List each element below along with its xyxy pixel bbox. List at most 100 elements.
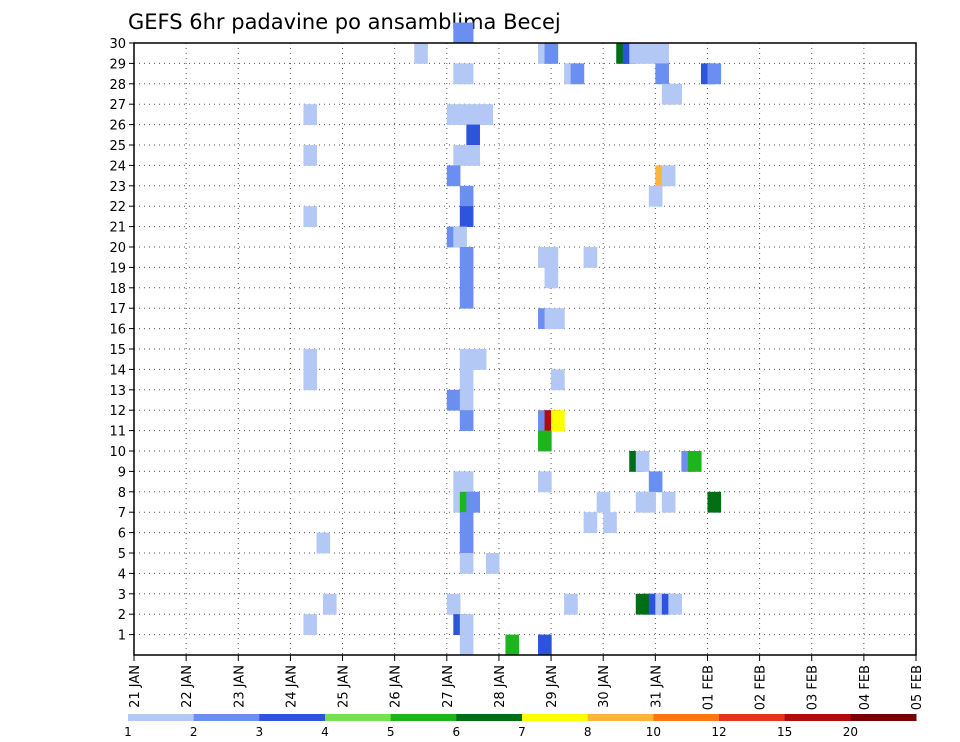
- y-tick-label: 4: [118, 567, 126, 582]
- heatmap-cell: [661, 491, 676, 513]
- heatmap-cell: [655, 43, 669, 64]
- heatmap-cell: [661, 165, 676, 187]
- y-tick-label: 6: [118, 527, 126, 542]
- y-tick-label: 25: [109, 139, 126, 154]
- y-tick-label: 3: [118, 588, 126, 603]
- heatmap-cell: [303, 104, 318, 125]
- x-axis-ticks: 21 JAN 22 JAN 23 JAN 24 JAN 25 JAN 26 JAN 27 J…: [128, 655, 925, 710]
- heatmap-cell: [459, 185, 474, 207]
- x-tick-label: 22 JAN: [180, 665, 195, 708]
- colorbar-swatch: [587, 714, 654, 721]
- heatmap-cell: [479, 104, 494, 125]
- heatmap-cell: [707, 491, 722, 513]
- y-tick-label: 18: [109, 282, 126, 297]
- heatmap-cell: [544, 247, 559, 268]
- heatmap-cell: [459, 614, 474, 635]
- colorbar-label: 3: [256, 725, 264, 739]
- y-tick-label: 23: [109, 180, 126, 195]
- x-tick-label: 31 JAN: [649, 665, 664, 708]
- colorbar-swatch: [193, 714, 260, 721]
- heatmap-cell: [466, 145, 480, 166]
- y-tick-label: 26: [109, 119, 126, 134]
- heatmap-cell: [303, 349, 318, 370]
- colorbar-label: 10: [646, 725, 661, 739]
- x-tick-label: 28 JAN: [493, 665, 508, 708]
- colorbar-swatch: [784, 714, 851, 721]
- x-tick-label: 03 FEB: [806, 665, 821, 710]
- heatmap-cell: [459, 532, 474, 554]
- heatmap-cell: [459, 512, 474, 533]
- heatmap-cell: [596, 491, 611, 513]
- x-tick-label: 26 JAN: [389, 665, 404, 708]
- chart-title: GEFS 6hr padavine po ansamblima Becej: [128, 10, 561, 34]
- heatmap-cell: [635, 451, 650, 472]
- heatmap-cell: [472, 349, 487, 370]
- heatmap-cell: [459, 634, 474, 656]
- heatmap-cell: [538, 430, 552, 452]
- y-tick-label: 19: [109, 261, 126, 276]
- heatmap-cell: [459, 471, 474, 493]
- colorbar-label: 12: [711, 725, 726, 739]
- y-tick-label: 27: [109, 98, 126, 113]
- heatmap-cell: [414, 43, 428, 64]
- heatmap-cell: [648, 471, 663, 493]
- y-tick-label: 8: [118, 486, 126, 501]
- heatmap-cell: [446, 165, 461, 187]
- x-tick-label: 25 JAN: [337, 665, 352, 708]
- y-tick-label: 10: [109, 445, 126, 460]
- heatmap-cell: [466, 124, 480, 146]
- heatmap-cell: [668, 593, 682, 615]
- heatmap-cell: [603, 512, 617, 533]
- heatmap-cell: [629, 43, 643, 64]
- y-tick-label: 14: [109, 363, 126, 378]
- y-tick-label: 24: [109, 159, 126, 174]
- heatmap-cell: [642, 43, 656, 64]
- colorbar-label: 2: [190, 725, 198, 739]
- heatmap-cell: [642, 491, 656, 513]
- y-tick-label: 2: [118, 608, 126, 623]
- heatmap-cell: [459, 389, 474, 411]
- colorbar-label: 15: [777, 725, 792, 739]
- colorbar-label: 8: [584, 725, 592, 739]
- colorbar: 1 2 3 4 5 6 7 8 10 12 15 20: [124, 714, 917, 739]
- x-tick-label: 02 FEB: [754, 665, 769, 710]
- heatmap-cell: [551, 410, 565, 431]
- heatmap-cell: [544, 267, 559, 289]
- heatmap-cell: [485, 553, 500, 574]
- colorbar-label: 7: [518, 725, 526, 739]
- colorbar-label: 1: [124, 725, 132, 739]
- heatmap-cell: [459, 369, 474, 391]
- heatmap-cell: [453, 145, 467, 166]
- heatmap-cells: [303, 22, 722, 656]
- y-tick-label: 28: [109, 78, 126, 93]
- y-tick-label: 7: [118, 506, 126, 521]
- y-tick-label: 13: [109, 384, 126, 399]
- y-tick-label: 11: [109, 425, 126, 440]
- grid-lines: [134, 43, 916, 655]
- heatmap-cell: [544, 43, 559, 64]
- colorbar-swatch: [653, 714, 720, 721]
- y-tick-label: 17: [109, 302, 126, 317]
- heatmap-cell: [564, 593, 578, 615]
- heatmap-cell: [303, 614, 318, 635]
- heatmap-cell: [466, 491, 480, 513]
- colorbar-swatch: [522, 714, 589, 721]
- y-tick-label: 20: [109, 241, 126, 256]
- colorbar-label: 6: [453, 725, 461, 739]
- heatmap-cell: [459, 287, 474, 309]
- x-tick-label: 01 FEB: [701, 665, 716, 710]
- colorbar-swatch: [259, 714, 326, 721]
- heatmap-cell: [446, 593, 461, 615]
- heatmap-cell: [707, 63, 722, 85]
- y-tick-label: 1: [118, 629, 126, 644]
- heatmap-cell: [303, 369, 318, 391]
- heatmap-cell: [446, 389, 461, 411]
- x-tick-label: 23 JAN: [232, 665, 247, 708]
- heatmap-cell: [303, 145, 318, 166]
- y-tick-label: 21: [109, 221, 126, 236]
- heatmap-cell: [459, 63, 474, 85]
- y-axis-ticks: 1234567891011121314151617181920212223242…: [109, 37, 134, 644]
- colorbar-swatch: [128, 714, 195, 721]
- heatmap-cell: [459, 104, 474, 125]
